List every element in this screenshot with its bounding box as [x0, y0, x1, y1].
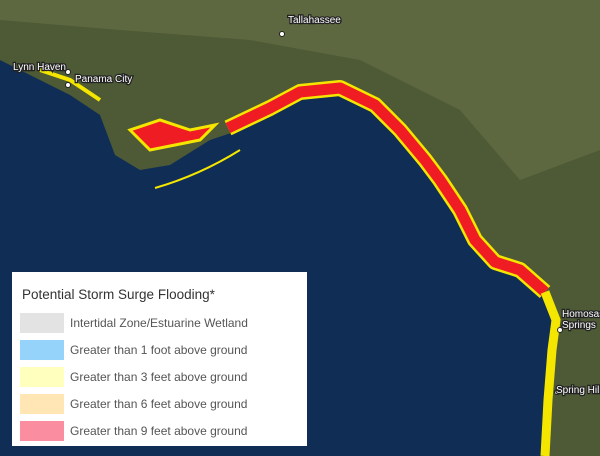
surge-3ft-south [540, 290, 561, 456]
legend-swatch [20, 340, 64, 360]
place-label: Springs [562, 320, 596, 331]
legend-items: Intertidal Zone/Estuarine Wetland Greater… [20, 313, 248, 441]
surge-9ft [225, 82, 549, 297]
place-label: Tallahassee [288, 15, 341, 26]
legend-swatch [20, 313, 64, 333]
place-label: Homosassa [562, 309, 600, 320]
land-texture [0, 0, 600, 180]
place-label: Lynn Haven [13, 62, 66, 73]
place-dot [557, 327, 563, 333]
legend-label: Intertidal Zone/Estuarine Wetland [70, 316, 248, 330]
legend-title: Potential Storm Surge Flooding* [22, 287, 216, 302]
place-dot [279, 31, 285, 37]
legend-label: Greater than 9 feet above ground [70, 424, 247, 438]
place-dot [65, 69, 71, 75]
west-surge [39, 68, 102, 102]
places: Tallahassee Lynn Haven Panama City Homosass… [12, 14, 600, 398]
legend-label: Greater than 1 foot above ground [70, 343, 247, 357]
place-label: Spring Hill [556, 385, 600, 396]
legend-label: Greater than 6 feet above ground [70, 397, 247, 411]
place-dot [554, 389, 560, 395]
legend-label: Greater than 3 feet above ground [70, 370, 247, 384]
place-dot [65, 82, 71, 88]
legend-swatch [20, 421, 64, 441]
place-label: Panama City [75, 74, 132, 85]
legend-swatch [20, 394, 64, 414]
barrier-island [154, 149, 241, 189]
legend-swatch [20, 367, 64, 387]
bay-surge [127, 118, 220, 152]
